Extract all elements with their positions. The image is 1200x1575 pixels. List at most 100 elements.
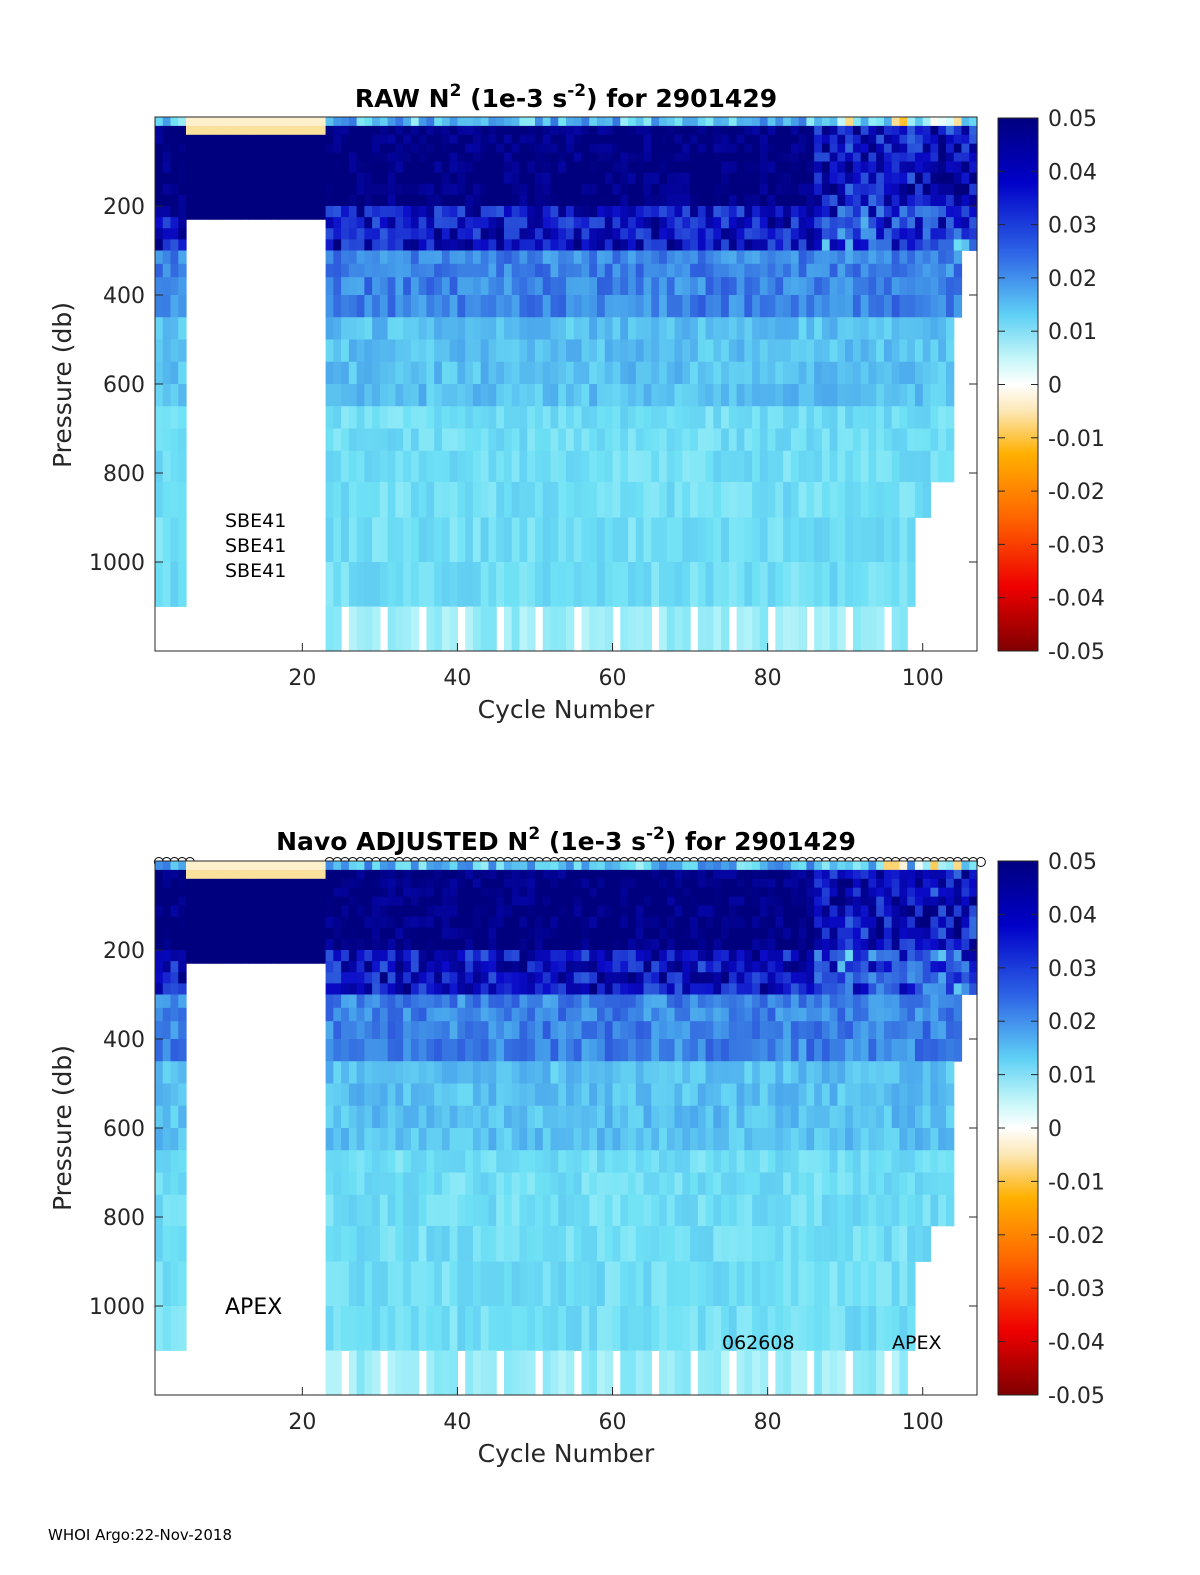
heatmap-cell [798, 143, 807, 153]
heatmap-cell [155, 916, 164, 929]
heatmap-cell [426, 905, 435, 918]
heatmap-cell [628, 916, 637, 929]
heatmap-cell [480, 878, 490, 889]
heatmap-cell [752, 217, 761, 229]
heatmap-cell [744, 861, 753, 871]
heatmap-cell [651, 878, 660, 889]
heatmap-cell [542, 161, 552, 174]
heatmap-cell [558, 317, 567, 340]
heatmap-cell [341, 878, 350, 889]
heatmap-cell [209, 152, 218, 162]
heatmap-cell [597, 896, 606, 906]
heatmap-cell [426, 1150, 435, 1173]
heatmap-cell [721, 1061, 730, 1084]
heatmap-cell [651, 250, 660, 265]
heatmap-cell [852, 916, 862, 929]
heatmap-cell [643, 295, 652, 318]
heatmap-cell [279, 961, 288, 964]
heatmap-cell [752, 869, 761, 880]
heatmap-cell [783, 1225, 792, 1262]
heatmap-cell [333, 905, 342, 918]
heatmap-cell [465, 606, 474, 652]
heatmap-cell [775, 384, 784, 407]
heatmap-cell [162, 263, 172, 278]
heatmap-cell [783, 228, 792, 240]
heatmap-cell [418, 239, 428, 251]
heatmap-cell [566, 134, 575, 145]
heatmap-cell [558, 1172, 567, 1196]
heatmap-cell [767, 250, 776, 265]
heatmap-cell [821, 194, 831, 207]
heatmap-cell [209, 134, 218, 145]
heatmap-cell [728, 927, 738, 940]
heatmap-cell [418, 562, 428, 607]
heatmap-cell [488, 317, 497, 340]
heatmap-cell [271, 905, 280, 918]
heatmap-cell [573, 406, 583, 429]
heatmap-cell [263, 938, 272, 951]
heatmap-cell [325, 317, 334, 340]
heatmap-cell [240, 172, 249, 185]
heatmap-cell [341, 1061, 350, 1084]
heatmap-cell [224, 896, 234, 906]
heatmap-cell [550, 1128, 559, 1151]
heatmap-cell [302, 194, 311, 207]
heatmap-cell [519, 950, 528, 962]
heatmap-cell [341, 125, 350, 136]
heatmap-cell [860, 562, 870, 607]
heatmap-cell [728, 361, 738, 385]
heatmap-cell [752, 861, 761, 871]
heatmap-cell [364, 228, 373, 240]
heatmap-cell [395, 994, 404, 1009]
heatmap-cell [387, 161, 396, 174]
heatmap-cell [728, 481, 738, 518]
heatmap-cell [372, 869, 381, 880]
heatmap-cell [294, 861, 303, 871]
heatmap-cell [728, 1306, 738, 1351]
heatmap-cell [418, 1194, 428, 1227]
heatmap-cell [790, 1172, 800, 1196]
heatmap-cell [814, 295, 823, 318]
heatmap-cell [659, 1021, 668, 1040]
heatmap-cell [232, 916, 241, 929]
heatmap-cell [790, 896, 800, 906]
heatmap-cell [860, 1061, 870, 1084]
heatmap-cell [589, 1306, 598, 1351]
heatmap-cell [472, 217, 482, 229]
heatmap-cell [705, 1105, 714, 1129]
heatmap-cell [705, 277, 714, 296]
heatmap-cell [612, 1172, 621, 1196]
heatmap-cell [441, 562, 451, 607]
heatmap-cell [434, 972, 443, 984]
heatmap-cell [434, 562, 443, 607]
heatmap-cell [356, 983, 365, 995]
heatmap-cell [465, 152, 474, 162]
heatmap-cell [472, 994, 482, 1009]
heatmap-cell [690, 861, 699, 871]
heatmap-cell [659, 869, 668, 880]
heatmap-cell [829, 1306, 839, 1351]
heatmap-cell [814, 1261, 823, 1307]
heatmap-cell [860, 1128, 870, 1151]
heatmap-cell [558, 134, 567, 145]
heatmap-cell [263, 878, 272, 889]
heatmap-cell [155, 896, 164, 906]
heatmap-cell [775, 172, 784, 185]
heatmap-cell [876, 317, 885, 340]
heatmap-cell [503, 161, 513, 174]
heatmap-cell [457, 134, 466, 145]
heatmap-cell [728, 339, 738, 363]
heatmap-cell [341, 117, 350, 127]
heatmap-cell [798, 905, 807, 918]
heatmap-cell [752, 878, 761, 889]
heatmap-cell [705, 938, 714, 951]
heatmap-cell [294, 961, 303, 964]
heatmap-cell [736, 1007, 745, 1022]
heatmap-cell [263, 869, 272, 880]
heatmap-cell [395, 950, 404, 962]
heatmap-cell [457, 1105, 466, 1129]
heatmap-cell [566, 869, 575, 880]
heatmap-cell [930, 117, 939, 127]
heatmap-cell [379, 406, 389, 429]
heatmap-cell [659, 1350, 668, 1396]
